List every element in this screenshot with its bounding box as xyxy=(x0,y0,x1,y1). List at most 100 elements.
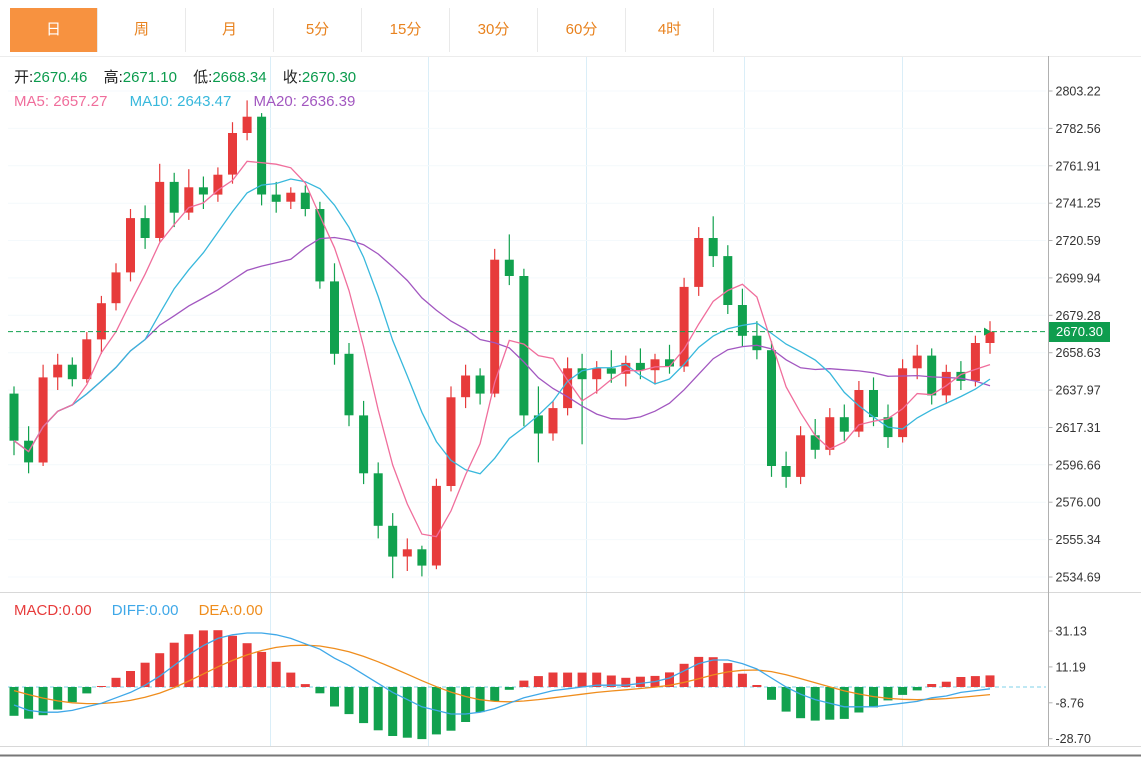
candle-body xyxy=(213,174,223,195)
macd-bar xyxy=(373,687,383,731)
candle-body xyxy=(941,371,951,396)
candle-body xyxy=(490,259,500,394)
macd-bar xyxy=(635,676,645,687)
tab-15min[interactable]: 15分 xyxy=(362,8,450,52)
candle-body xyxy=(970,343,980,381)
candle-body xyxy=(548,408,558,434)
diff-line xyxy=(13,632,991,715)
macd-bar xyxy=(330,687,339,707)
low-label: 低: xyxy=(193,69,213,86)
tab-60min[interactable]: 60分 xyxy=(538,8,626,52)
price-axis-label: 2720.59 xyxy=(1056,234,1101,248)
candle-body xyxy=(563,368,573,409)
candle-body xyxy=(38,377,48,463)
macd-bar xyxy=(213,630,223,687)
candle-body xyxy=(300,192,310,209)
candle-body xyxy=(650,359,660,371)
macd-bar xyxy=(111,677,121,687)
dea-value-legend: DEA:0.00 xyxy=(198,602,263,619)
candle-body xyxy=(606,368,616,374)
macd-bar xyxy=(548,672,558,687)
macd-bar xyxy=(941,681,951,687)
tab-monthly[interactable]: 月 xyxy=(186,8,274,52)
macd-bar xyxy=(402,687,412,738)
macd-bar xyxy=(359,687,369,724)
tab-4hour[interactable]: 4时 xyxy=(626,8,714,52)
candle-body xyxy=(898,368,908,438)
last-price-badge: 2670.30 xyxy=(1049,322,1110,342)
price-axis-label: 2617.31 xyxy=(1056,421,1101,435)
macd-bar xyxy=(417,687,427,740)
dea-line xyxy=(13,644,991,705)
macd-bar xyxy=(67,687,77,703)
candle-body xyxy=(767,350,776,466)
high-value: 2671.10 xyxy=(122,69,177,86)
macd-bar xyxy=(257,651,267,687)
price-axis-labels: 2803.22 2782.56 2761.91 2741.25 2720.59 2699.… xyxy=(1048,85,1101,585)
tab-weekly[interactable]: 周 xyxy=(98,8,186,52)
macd-bar xyxy=(781,687,791,712)
tab-30min[interactable]: 30分 xyxy=(450,8,538,52)
macd-bar xyxy=(592,672,602,687)
candle-body xyxy=(198,187,208,195)
tab-5min[interactable]: 5分 xyxy=(274,8,362,52)
candle-body xyxy=(519,276,529,416)
macd-bar xyxy=(679,663,689,687)
macd-bar xyxy=(606,675,616,687)
macd-axis-label: -28.70 xyxy=(1056,732,1091,746)
candle-body xyxy=(286,192,296,202)
macd-bar xyxy=(810,687,820,721)
macd-bar xyxy=(53,687,63,710)
candle-body xyxy=(111,272,121,304)
candles-layer xyxy=(9,100,995,579)
candle-body xyxy=(796,435,806,477)
macd-bar xyxy=(912,687,922,691)
macd-bar xyxy=(271,661,281,687)
macd-bar xyxy=(126,671,135,687)
macd-bar xyxy=(461,687,471,722)
macd-axis-label: 31.13 xyxy=(1056,625,1087,639)
candle-body xyxy=(825,417,835,450)
candle-body xyxy=(679,286,689,367)
macd-bar xyxy=(300,684,310,687)
candle-body xyxy=(242,116,252,133)
macd-bar xyxy=(504,687,514,690)
candle-body xyxy=(155,181,165,238)
candle-body xyxy=(781,466,791,477)
macd-legend: MACD:0.00 DIFF:0.00 DEA:0.00 xyxy=(14,602,279,619)
macd-bar xyxy=(242,643,252,687)
candle-body xyxy=(621,362,631,374)
close-label: 收: xyxy=(282,69,302,86)
open-value: 2670.46 xyxy=(33,69,88,86)
candle-body xyxy=(402,549,412,557)
candle-body xyxy=(184,187,194,213)
macd-bar xyxy=(519,680,529,687)
close-value: 2670.30 xyxy=(301,69,357,86)
macd-axis-label: -8.76 xyxy=(1056,696,1085,710)
macd-bar xyxy=(694,656,704,687)
candle-body xyxy=(927,355,937,396)
candle-body xyxy=(359,415,369,474)
macd-bar xyxy=(96,686,106,687)
candle-body xyxy=(694,238,704,287)
price-axis-label: 2534.69 xyxy=(1056,571,1101,585)
tab-daily[interactable]: 日 xyxy=(10,8,98,52)
macd-bar xyxy=(446,687,456,731)
low-value: 2668.34 xyxy=(212,69,267,86)
candle-body xyxy=(912,355,922,369)
macd-bar xyxy=(956,677,966,687)
macd-bar xyxy=(286,672,296,687)
ohlc-legend: 开:2670.46 高:2671.10 低:2668.34 收:2670.30 xyxy=(14,66,368,87)
candle-body xyxy=(577,368,587,380)
macd-bar xyxy=(563,672,573,687)
candle-body xyxy=(140,218,150,238)
macd-bar xyxy=(927,684,937,687)
candle-body xyxy=(854,390,864,432)
open-label: 开: xyxy=(14,69,34,86)
candle-body xyxy=(344,353,354,416)
macd-bar xyxy=(737,673,747,687)
candle-body xyxy=(373,473,383,526)
macd-bar xyxy=(533,676,543,687)
price-axis-label: 2555.34 xyxy=(1056,533,1101,547)
